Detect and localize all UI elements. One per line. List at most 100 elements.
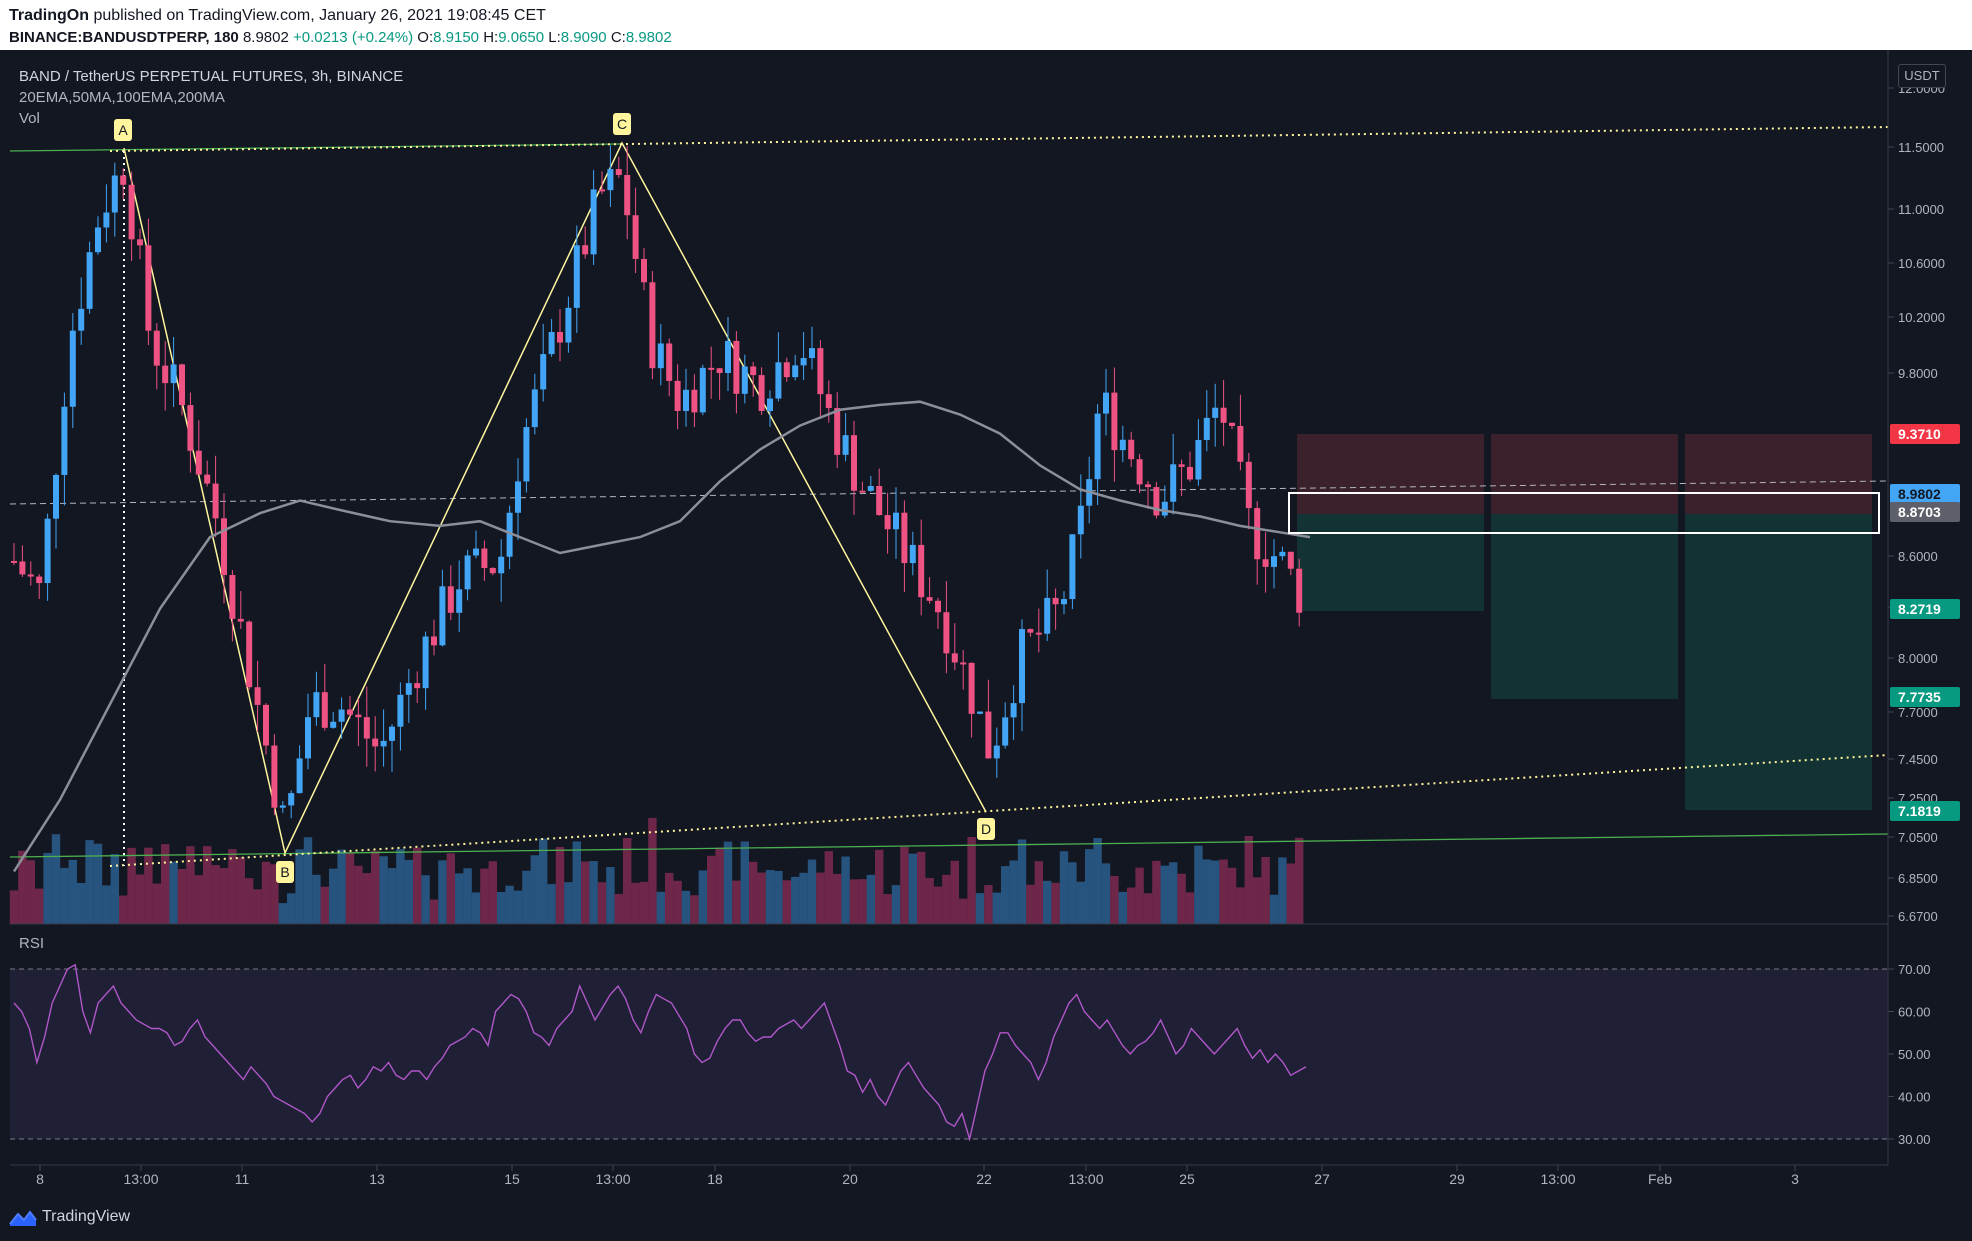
candle-body xyxy=(195,450,202,475)
pattern-point-label: B xyxy=(280,864,289,880)
volume-bar xyxy=(144,847,153,924)
target-zone-2 xyxy=(1491,514,1678,699)
entry-box[interactable] xyxy=(1288,492,1880,534)
candle-body xyxy=(1019,629,1025,704)
volume-bar xyxy=(1295,837,1304,924)
candle-body xyxy=(582,245,589,255)
price-tag-stop xyxy=(1890,424,1960,444)
price-tick-label: 6.8500 xyxy=(1898,871,1938,886)
price-tag-label-stop: 9.3710 xyxy=(1898,426,1941,442)
candle-body xyxy=(548,332,555,355)
candle-body xyxy=(456,589,463,613)
candle-body xyxy=(1035,632,1042,635)
time-tick-label: 13:00 xyxy=(1540,1171,1575,1187)
symbol-text: BINANCE:BANDUSDTPERP, 180 xyxy=(9,29,239,46)
upper-dotted-line[interactable] xyxy=(109,126,1889,152)
candle-body xyxy=(1044,597,1051,634)
candle-body xyxy=(1002,717,1009,746)
volume-bar xyxy=(1001,866,1010,924)
volume-bar xyxy=(967,837,976,924)
lower-dotted-line[interactable] xyxy=(109,754,1889,867)
volume-bar xyxy=(1160,865,1169,924)
candle-body xyxy=(137,239,143,246)
close-value: 8.9802 xyxy=(625,29,672,46)
volume-bar xyxy=(765,870,775,924)
candle-body xyxy=(825,394,832,409)
volume-bar xyxy=(169,861,178,924)
volume-bar xyxy=(362,873,371,924)
abcd-pattern-line[interactable] xyxy=(123,141,987,856)
candle-body xyxy=(758,375,765,412)
volume-bar xyxy=(303,837,313,924)
pattern-point-badge xyxy=(613,113,631,135)
candle-body xyxy=(1161,501,1168,516)
candle-body xyxy=(1136,459,1143,485)
candle-body xyxy=(338,709,345,722)
candle-body xyxy=(288,793,295,806)
price-tick-label: 8.6000 xyxy=(1898,549,1938,564)
close-label: C: xyxy=(610,29,626,46)
candle-body xyxy=(909,544,916,564)
target-zone-3 xyxy=(1685,514,1872,810)
stop-zone-2 xyxy=(1491,434,1678,514)
volume-bar xyxy=(749,861,758,924)
candle-body xyxy=(1237,425,1244,462)
currency-unit-button[interactable]: USDT xyxy=(1898,64,1946,88)
candle-body xyxy=(1103,392,1109,414)
legend-title[interactable]: BAND / TetherUS PERPETUAL FUTURES, 3h, B… xyxy=(19,68,404,85)
candle-body xyxy=(783,362,790,378)
rsi-label[interactable]: RSI xyxy=(19,935,45,952)
candle-body xyxy=(1271,556,1277,567)
candle-body xyxy=(708,367,715,370)
candle-body xyxy=(120,175,127,185)
legend-volume[interactable]: Vol xyxy=(19,110,40,127)
candle-body xyxy=(977,711,983,714)
volume-bar xyxy=(740,841,749,924)
candle-body xyxy=(321,692,328,728)
volume-bar xyxy=(1127,887,1136,924)
volume-bar xyxy=(1076,881,1085,924)
publisher-name[interactable]: TradingOn xyxy=(9,7,89,24)
volume-bar xyxy=(35,888,44,924)
candle-body xyxy=(1279,551,1286,557)
volume-bar xyxy=(236,857,245,924)
volume-bar xyxy=(68,859,77,924)
tradingview-logo-icon[interactable] xyxy=(8,1208,38,1228)
volume-bar xyxy=(816,872,825,924)
chart-legend: BAND / TetherUS PERPETUAL FUTURES, 3h, B… xyxy=(19,66,403,129)
lower-channel-line[interactable] xyxy=(9,833,1889,858)
candle-body xyxy=(599,189,605,192)
pattern-point-badge xyxy=(977,818,995,840)
candle-body xyxy=(1245,461,1252,509)
footer-brand[interactable]: TradingView xyxy=(42,1208,131,1225)
volume-bar xyxy=(9,890,19,924)
volume-bar xyxy=(1169,862,1178,924)
candle-body xyxy=(313,692,320,718)
candle-body xyxy=(279,805,286,808)
price-tick-label: 7.7000 xyxy=(1898,705,1938,720)
candle-body xyxy=(271,745,278,808)
volume-bar xyxy=(429,899,439,924)
legend-indicators[interactable]: 20EMA,50MA,100EMA,200MA xyxy=(19,89,225,106)
candle-body xyxy=(1111,392,1118,451)
volume-bar xyxy=(127,847,136,924)
candle-body xyxy=(397,694,404,727)
volume-bar xyxy=(253,889,262,924)
volume-bar xyxy=(1177,873,1186,924)
volume-bar xyxy=(1101,863,1111,924)
publish-header: TradingOn published on TradingView.com, … xyxy=(0,0,1972,50)
time-axis: 8 13:00 11 13 15 13:00 18 20 22 13:00 25 27 29 13:00 F… xyxy=(36,1165,1799,1187)
candle-body xyxy=(699,367,706,413)
rsi-panel: 70.00 60.00 50.00 40.00 30.00 xyxy=(10,962,1931,1147)
candle-body xyxy=(649,282,656,369)
candle-body xyxy=(1027,629,1034,633)
stop-zone-3 xyxy=(1685,434,1872,514)
volume-bar xyxy=(1068,862,1077,924)
volume-bar xyxy=(707,855,716,924)
volume-bar xyxy=(371,850,380,924)
volume-bar xyxy=(908,853,917,924)
publish-line: TradingOn published on TradingView.com, … xyxy=(9,7,546,25)
candle-body xyxy=(741,366,748,394)
candle-body xyxy=(666,343,673,381)
